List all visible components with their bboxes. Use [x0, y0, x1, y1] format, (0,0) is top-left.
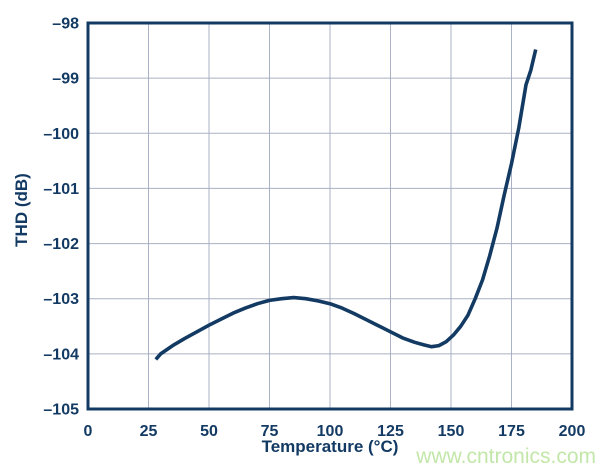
y-tick-label: –102: [43, 236, 79, 253]
y-tick-label: –99: [52, 71, 79, 88]
x-tick-label: 25: [140, 423, 158, 440]
y-tick-label: –105: [43, 402, 79, 419]
y-tick-label: –101: [43, 181, 79, 198]
y-tick-label: –104: [43, 346, 79, 363]
x-tick-label: 200: [559, 423, 586, 440]
x-tick-label: 150: [438, 423, 465, 440]
y-axis-title: THD (dB): [12, 173, 31, 247]
gridlines: [88, 23, 572, 409]
plot-frame: [86, 21, 574, 411]
x-tick-label: 75: [261, 423, 279, 440]
x-tick-label: 50: [200, 423, 218, 440]
x-tick-label: 100: [317, 423, 344, 440]
x-tick-label: 0: [84, 423, 93, 440]
thd-curve: [154, 49, 538, 361]
y-tick-labels: –98 –99 –100 –101 –102 –103 –104 –105: [43, 16, 79, 419]
y-tick-label: –103: [43, 291, 79, 308]
x-axis-title: Temperature (°C): [262, 437, 399, 456]
y-tick-label: –100: [43, 126, 79, 143]
watermark: www.cntronics.com: [415, 445, 596, 468]
y-tick-label: –98: [52, 16, 79, 33]
x-tick-labels: 0 25 50 75 100 125 150 175 200: [84, 423, 586, 440]
x-tick-label: 125: [377, 423, 404, 440]
x-tick-label: 175: [498, 423, 525, 440]
